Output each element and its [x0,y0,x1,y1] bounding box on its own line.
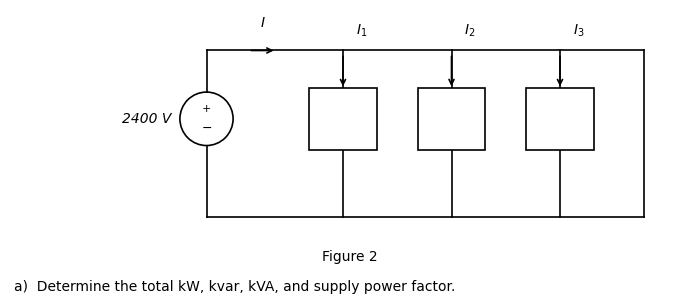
Text: a)  Determine the total kW, kvar, kVA, and supply power factor.: a) Determine the total kW, kvar, kVA, an… [14,280,456,294]
Text: $I_3$: $I_3$ [573,22,584,39]
Text: $I$: $I$ [260,16,265,30]
Text: Load: Load [328,104,358,117]
Text: 1: 1 [339,121,347,134]
Text: −: − [202,122,211,135]
Text: 3: 3 [556,121,564,134]
Text: +: + [202,104,211,114]
Text: Load: Load [545,104,575,117]
Text: 2400 V: 2400 V [122,112,172,126]
Bar [526,88,594,150]
Text: Load: Load [436,104,467,117]
Bar [418,88,485,150]
Text: $I_1$: $I_1$ [356,22,367,39]
Text: 2: 2 [447,121,456,134]
Text: $I_2$: $I_2$ [464,22,475,39]
Bar [309,88,377,150]
Text: Figure 2: Figure 2 [322,250,378,264]
